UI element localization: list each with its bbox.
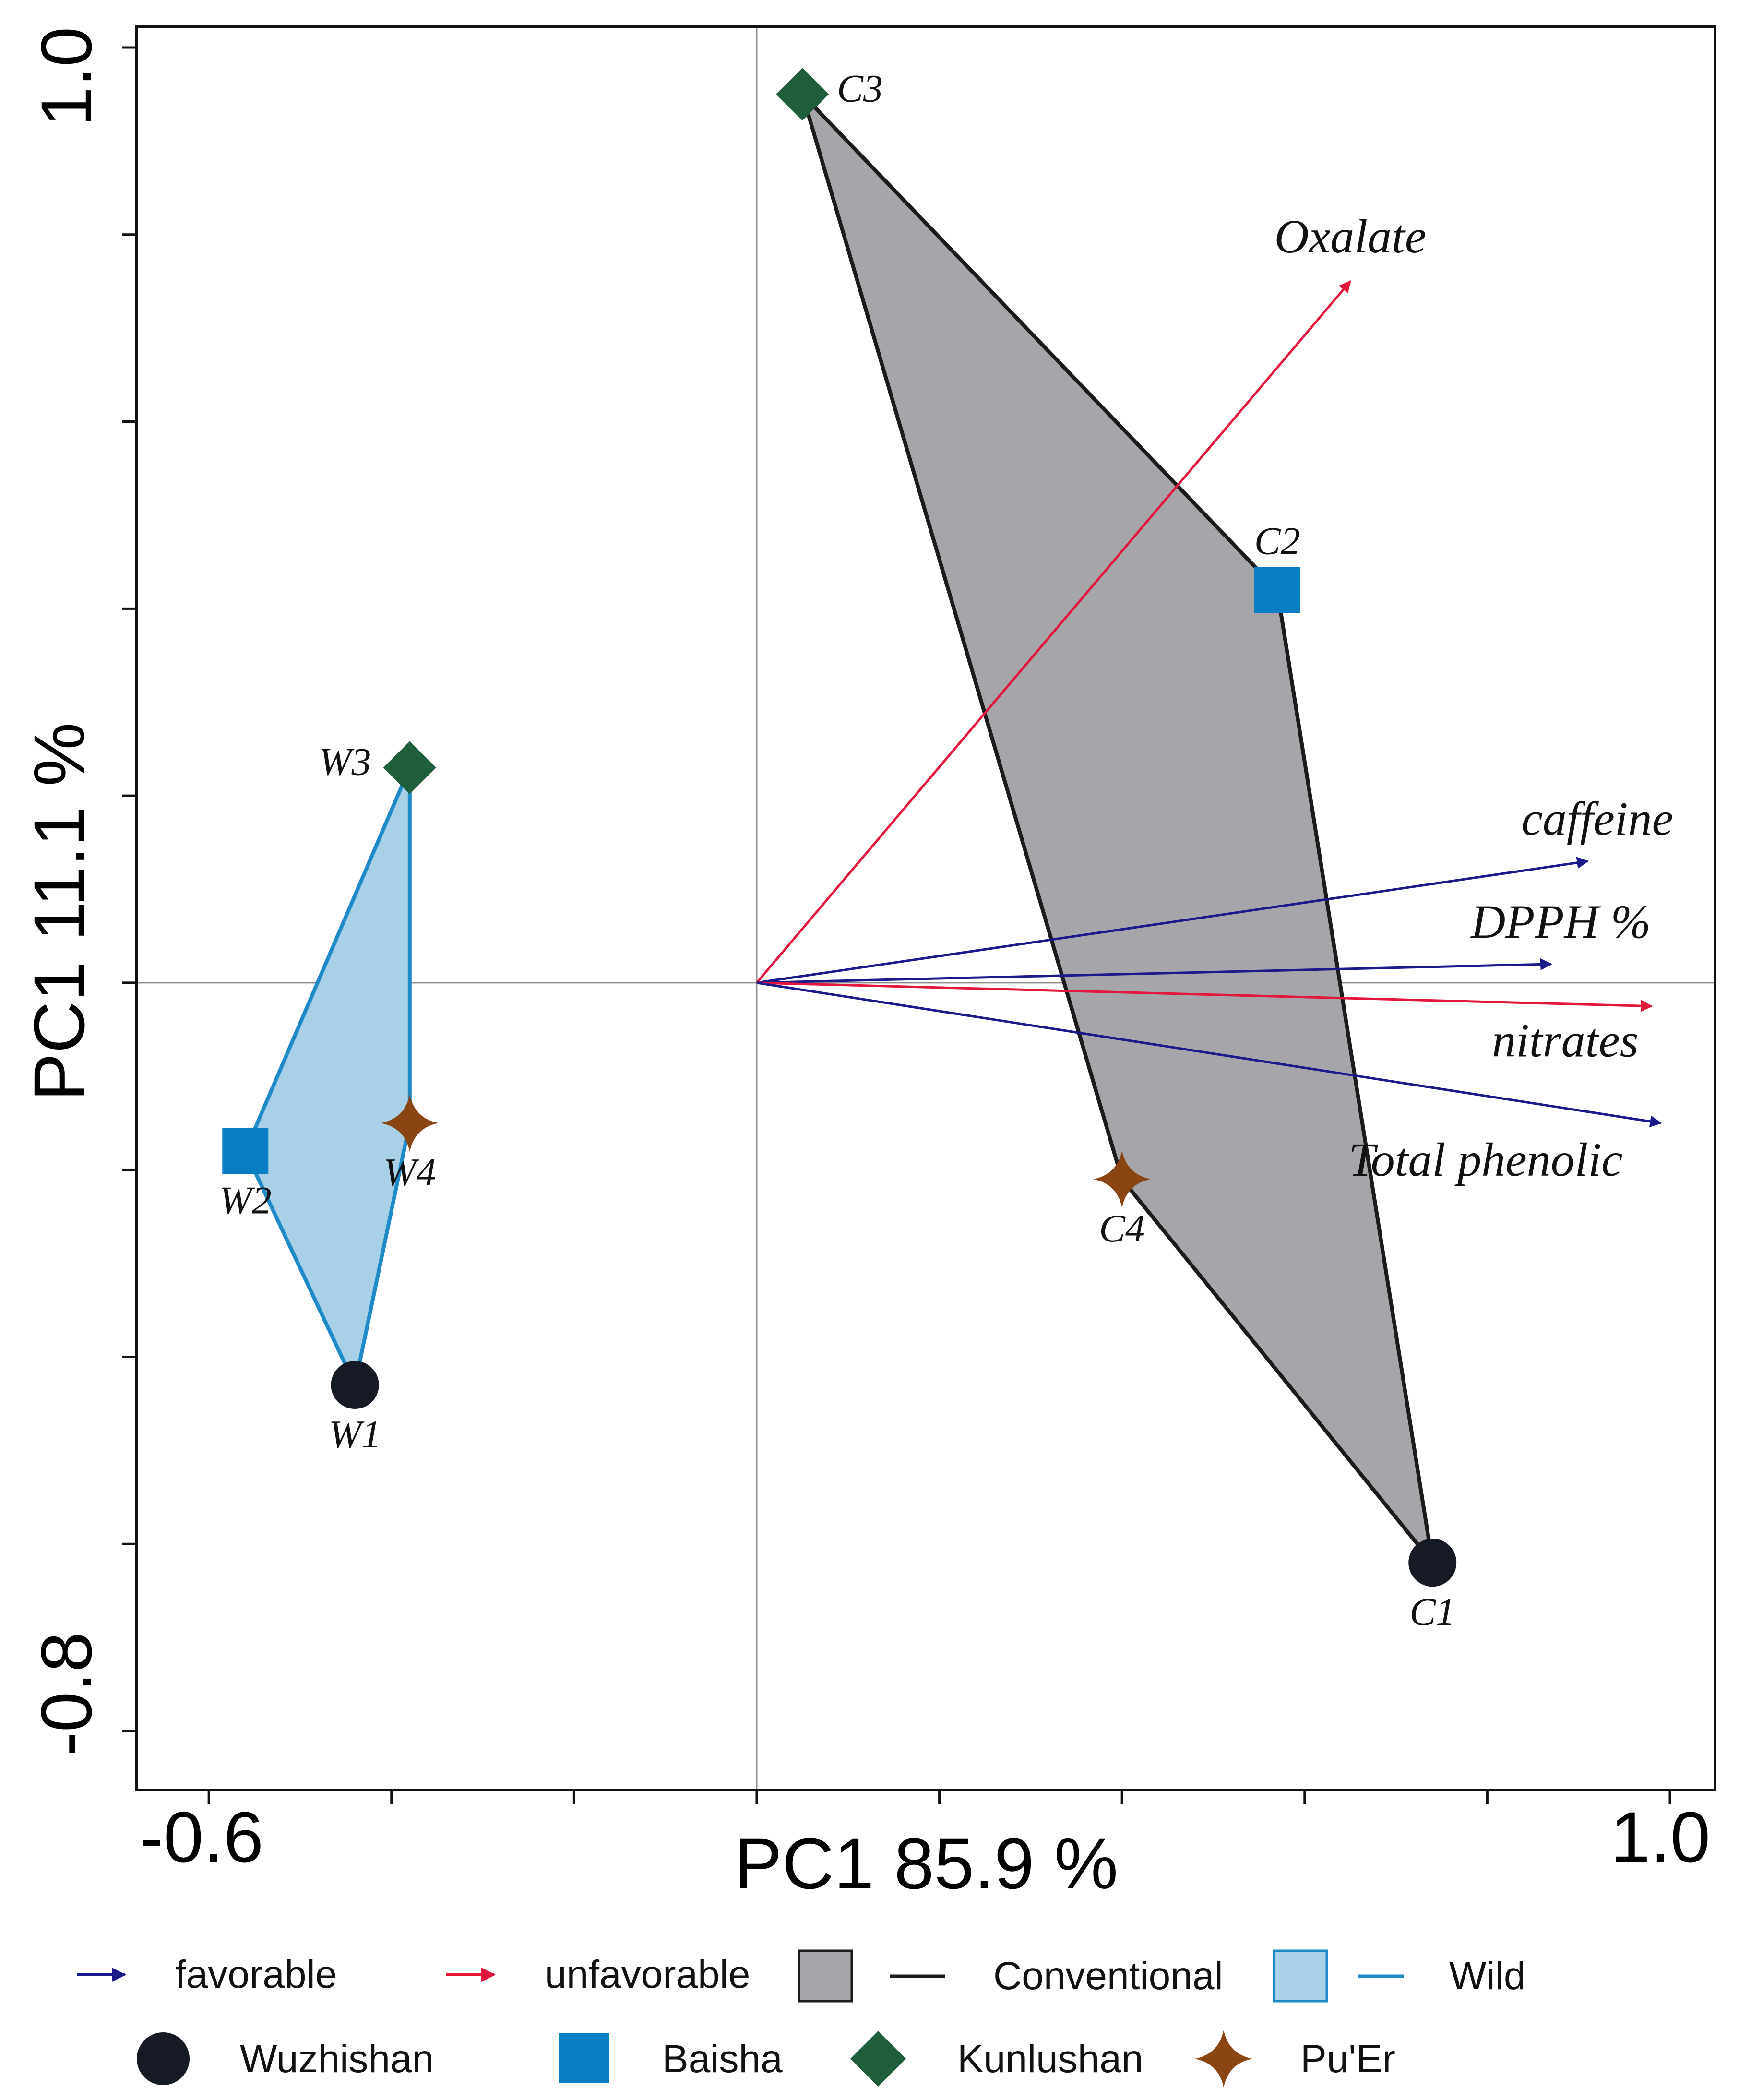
legend-baisha-label: Baisha bbox=[662, 2037, 783, 2081]
point-w4 bbox=[381, 1094, 439, 1152]
axis-ticks bbox=[122, 46, 1671, 1804]
legend-wuzhishan-label: Wuzhishan bbox=[240, 2037, 434, 2081]
point-w3 bbox=[383, 741, 436, 794]
legend-puer-label: Pu'Er bbox=[1300, 2037, 1395, 2081]
legend-wild-label: Wild bbox=[1449, 1954, 1525, 1998]
legend-conventional-label: Conventional bbox=[993, 1954, 1223, 1998]
vector-label-nitrates: nitrates bbox=[1492, 1014, 1639, 1067]
legend-baisha-marker bbox=[559, 2033, 609, 2083]
legend-puer-marker bbox=[1195, 2030, 1252, 2088]
point-w1 bbox=[331, 1360, 379, 1409]
legend-wild-swatch bbox=[1273, 1949, 1328, 2003]
point-c3 bbox=[776, 68, 829, 121]
legend-kunlushan-marker bbox=[850, 2031, 906, 2087]
sample-points: C3 C2 C4 C1 W3 W2 W4 W1 bbox=[219, 66, 1457, 1634]
y-tick-label-top: 1.0 bbox=[26, 27, 107, 127]
vector-dpph bbox=[756, 958, 1553, 984]
vector-oxalate bbox=[756, 280, 1351, 984]
vector-nitrates bbox=[756, 981, 1653, 1012]
point-label-w1: W1 bbox=[329, 1412, 381, 1456]
vector-label-caffeine: caffeine bbox=[1521, 792, 1673, 846]
vector-caffeine bbox=[756, 857, 1589, 984]
vector-label-total-phenolic: Total phenolic bbox=[1348, 1133, 1622, 1186]
point-label-c2: C2 bbox=[1254, 519, 1300, 562]
legend-wuzhishan-marker bbox=[137, 2032, 190, 2085]
y-axis-title: PC1 11.1 % bbox=[19, 722, 99, 1101]
point-label-w3: W3 bbox=[319, 740, 371, 784]
legend-conventional-swatch bbox=[798, 1949, 853, 2003]
x-axis-title: PC1 85.9 % bbox=[734, 1823, 1118, 1904]
legend-kunlushan-label: Kunlushan bbox=[957, 2037, 1143, 2081]
point-label-c1: C1 bbox=[1409, 1590, 1455, 1634]
point-label-c4: C4 bbox=[1099, 1206, 1145, 1250]
legend-favorable-label: favorable bbox=[175, 1953, 337, 1996]
legend: favorable unfavorable Conventional Wild … bbox=[77, 1949, 1525, 2088]
point-label-w2: W2 bbox=[219, 1179, 272, 1222]
point-label-w4: W4 bbox=[383, 1150, 436, 1194]
point-label-c3: C3 bbox=[837, 66, 883, 110]
legend-unfavorable-label: unfavorable bbox=[545, 1953, 750, 1996]
point-c2 bbox=[1254, 567, 1300, 613]
x-tick-label-right: 1.0 bbox=[1610, 1797, 1711, 1877]
point-c1 bbox=[1408, 1539, 1457, 1587]
point-w2 bbox=[222, 1128, 269, 1174]
y-tick-label-bottom: -0.8 bbox=[26, 1632, 107, 1756]
vector-label-oxalate: Oxalate bbox=[1274, 210, 1427, 263]
vector-total-phenolic bbox=[756, 981, 1662, 1128]
loading-vectors: Oxalate caffeine DPPH % nitrates Total pheno… bbox=[756, 210, 1673, 1186]
x-tick-label-left: -0.6 bbox=[140, 1797, 263, 1877]
point-c4 bbox=[1093, 1150, 1151, 1208]
vector-label-dpph: DPPH % bbox=[1470, 895, 1651, 948]
